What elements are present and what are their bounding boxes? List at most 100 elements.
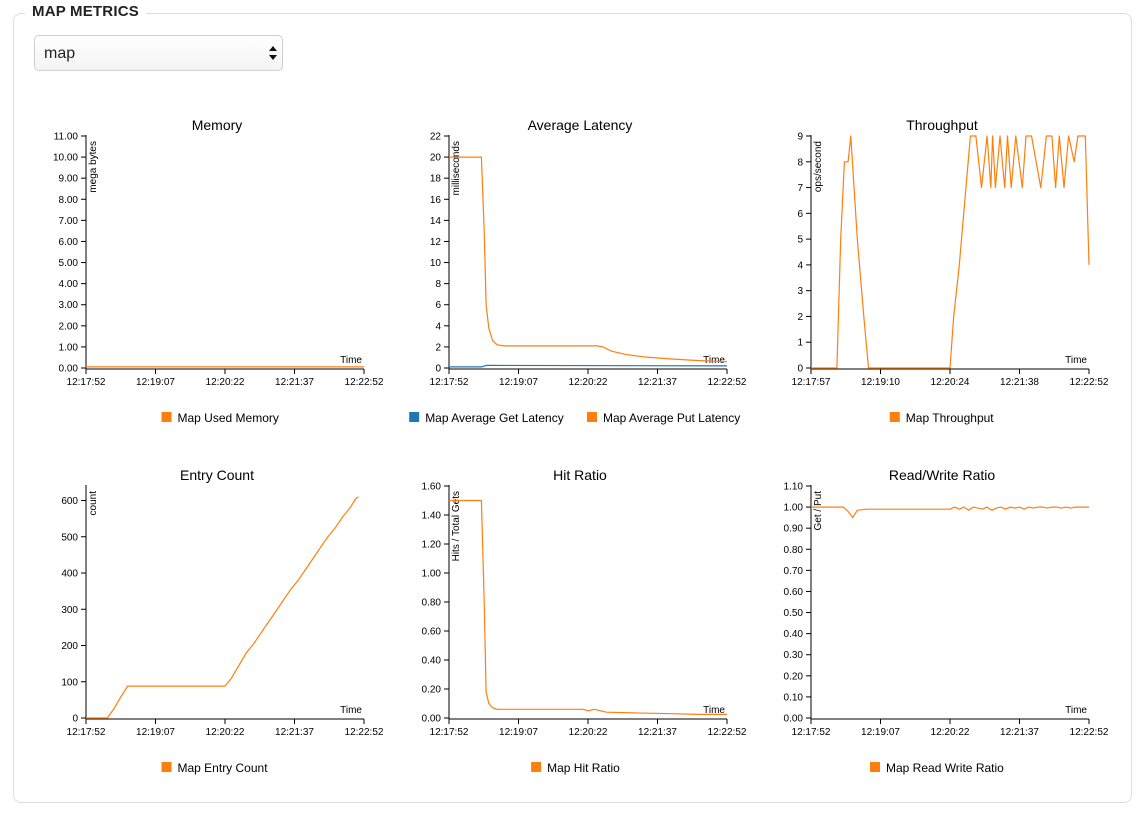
y-tick-label: 9.00 (59, 174, 79, 185)
chart-title: Throughput (906, 117, 978, 133)
series-line (811, 135, 1090, 369)
legend: Map Entry Count (161, 761, 268, 775)
entry-count-chart: Entry Count 0 100 200 300 400 500 600 12:17:52 12… (30, 462, 384, 782)
x-tick-label: 12:20:22 (931, 727, 970, 738)
x-tick-label: 12:22:52 (708, 377, 747, 388)
y-tick-label: 8 (435, 279, 441, 290)
memory-svg: Memory 0.00 1.00 2.00 3.00 4.00 5.00 6.00 7.00 8.… (53, 117, 384, 425)
y-tick-label: 0.10 (784, 692, 804, 703)
legend-swatch (870, 762, 880, 772)
y-tick-label: 2 (797, 312, 803, 323)
x-tick-label: 12:17:52 (67, 377, 106, 388)
legend-swatch (161, 762, 172, 772)
rw_ratio-svg: Read/Write Ratio 0.00 0.10 0.20 0.30 0.40 0.50… (784, 467, 1109, 775)
x-tick-label: 12:22:52 (1070, 727, 1109, 738)
y-tick-label: 5.00 (59, 258, 79, 269)
y-tick-label: 0.70 (784, 566, 804, 577)
x-tick-label: 12:20:22 (569, 377, 608, 388)
y-tick-label: 10 (430, 258, 442, 269)
y-tick-label: 0 (797, 364, 803, 375)
x-tick-label: 12:21:37 (1000, 727, 1039, 738)
x-axis-label: Time (703, 705, 725, 716)
y-tick-label: 2.00 (59, 321, 79, 332)
x-axis-label: Time (1065, 355, 1087, 366)
x-tick-label: 12:17:52 (67, 727, 106, 738)
y-tick-label: 0.00 (784, 714, 804, 725)
x-tick-label: 12:19:07 (861, 727, 900, 738)
y-tick-label: 9 (797, 132, 803, 143)
legend-swatch (161, 412, 172, 422)
throughput-chart: Throughput 0 1 2 3 4 5 6 7 8 9 12:17:57 12:19:10 12:2… (755, 112, 1109, 432)
average-latency-chart: Average Latency 0 2 4 6 8 10 12 14 16 18 20 22 12:17:… (393, 112, 747, 432)
y-tick-label: 0.00 (59, 364, 79, 375)
x-axis-label: Time (340, 355, 362, 366)
y-tick-label: 0.40 (784, 629, 804, 640)
legend-swatch (409, 412, 420, 422)
hit-ratio-chart: Hit Ratio 0.00 0.20 0.40 0.60 0.80 1.00 1.20 1.4… (393, 462, 747, 782)
legend-swatch (531, 762, 542, 772)
y-tick-label: 1 (797, 338, 803, 349)
y-tick-label: 3 (797, 286, 803, 297)
y-tick-label: 11.00 (54, 132, 79, 143)
y-tick-label: 1.10 (784, 482, 804, 493)
y-tick-label: 16 (430, 195, 442, 206)
y-tick-label: 4 (797, 260, 803, 271)
chart-title: Average Latency (528, 117, 633, 133)
y-tick-label: 1.60 (422, 482, 442, 493)
y-tick-label: 14 (430, 216, 442, 227)
x-tick-label: 12:17:52 (792, 727, 831, 738)
x-tick-label: 12:20:22 (206, 377, 245, 388)
latency-svg: Average Latency 0 2 4 6 8 10 12 14 16 18 20 22 12:17:… (409, 117, 747, 425)
y-tick-label: 400 (61, 569, 78, 580)
map-select[interactable]: map (34, 35, 283, 71)
x-tick-label: 12:21:38 (1000, 377, 1039, 388)
legend: Map Hit Ratio (531, 761, 620, 775)
y-axis-label: ops/second (813, 141, 824, 192)
series-line (811, 506, 1089, 519)
throughput-svg: Throughput 0 1 2 3 4 5 6 7 8 9 12:17:57 12:19:10 12:2… (792, 117, 1109, 425)
legend-label: Map Hit Ratio (547, 761, 620, 775)
x-tick-label: 12:20:22 (569, 727, 608, 738)
y-tick-label: 5 (797, 235, 803, 246)
x-tick-label: 12:22:52 (708, 727, 747, 738)
y-axis-label: milliseconds (451, 141, 462, 195)
y-tick-label: 6 (797, 209, 803, 220)
y-tick-label: 20 (430, 153, 442, 164)
hit_ratio-svg: Hit Ratio 0.00 0.20 0.40 0.60 0.80 1.00 1.20 1.4… (422, 467, 747, 775)
chart-title: Entry Count (180, 467, 254, 483)
y-tick-label: 0.40 (422, 656, 442, 667)
y-tick-label: 100 (61, 677, 78, 688)
x-tick-label: 12:17:52 (430, 377, 469, 388)
series-line (86, 496, 359, 719)
legend: Map Used Memory (161, 411, 279, 425)
x-tick-label: 12:19:07 (499, 727, 538, 738)
y-tick-label: 7.00 (59, 216, 79, 227)
y-tick-label: 2 (435, 342, 441, 353)
y-tick-label: 0.60 (784, 587, 804, 598)
y-tick-label: 0 (72, 714, 78, 725)
y-tick-label: 22 (430, 132, 442, 143)
chart-title: Memory (192, 117, 243, 133)
y-tick-label: 1.20 (422, 540, 442, 551)
legend: Map Average Get Latency Map Average Put L… (409, 411, 740, 425)
x-tick-label: 12:20:24 (931, 377, 970, 388)
y-tick-label: 10.00 (53, 153, 78, 164)
x-axis-label: Time (340, 705, 362, 716)
x-tick-label: 12:21:37 (638, 727, 677, 738)
y-axis-label: count (88, 491, 99, 516)
y-tick-label: 0.00 (422, 714, 442, 725)
chart-title: Hit Ratio (553, 467, 607, 483)
x-axis-label: Time (703, 355, 725, 366)
y-tick-label: 18 (430, 174, 442, 185)
y-tick-label: 0.90 (784, 524, 804, 535)
x-tick-label: 12:21:37 (275, 727, 314, 738)
x-tick-label: 12:19:07 (499, 377, 538, 388)
y-tick-label: 600 (61, 496, 78, 507)
x-tick-label: 12:21:37 (275, 377, 314, 388)
legend-swatch (889, 412, 900, 422)
legend-label: Map Throughput (906, 411, 995, 425)
series-line (449, 364, 728, 368)
y-tick-label: 3.00 (59, 300, 79, 311)
y-tick-label: 0.20 (784, 671, 804, 682)
map-select-value: map (44, 45, 76, 62)
